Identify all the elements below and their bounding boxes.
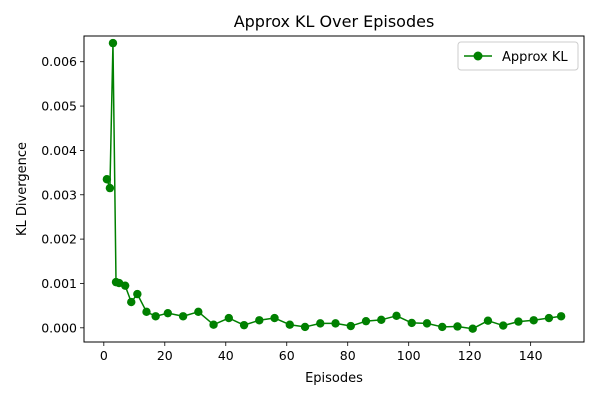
data-point	[285, 320, 294, 329]
legend-marker	[473, 51, 483, 61]
plot-frame	[83, 35, 585, 343]
data-point	[127, 297, 136, 307]
data-point	[163, 308, 173, 318]
chart-title: Approx KL Over Episodes	[234, 12, 435, 31]
data-point	[255, 316, 264, 325]
data-point	[483, 316, 493, 325]
y-tick-label: 0.005	[41, 99, 77, 114]
data-point	[105, 183, 115, 193]
x-tick-label: 100	[397, 348, 421, 363]
legend: Approx KL	[457, 41, 579, 71]
data-point	[392, 311, 401, 321]
data-point	[178, 312, 188, 321]
data-point	[529, 316, 538, 325]
legend-label: Approx KL	[502, 50, 568, 65]
data-point	[438, 322, 447, 332]
x-tick-label: 140	[519, 348, 543, 363]
data-point	[108, 38, 118, 48]
data-point	[377, 315, 386, 325]
data-point	[133, 289, 142, 299]
data-point	[361, 316, 371, 326]
data-point	[120, 281, 130, 290]
y-tick-label: 0.003	[41, 187, 77, 202]
y-tick-label: 0.001	[41, 276, 77, 291]
data-point	[422, 319, 432, 328]
data-point	[151, 312, 160, 321]
data-point	[209, 320, 218, 329]
data-point	[239, 320, 249, 330]
data-point	[346, 321, 355, 331]
data-point	[544, 313, 554, 323]
x-axis-ticks: 0 20 40 60 80 100 120 140	[100, 342, 543, 363]
series-layer	[102, 38, 566, 333]
y-axis-ticks: 0.000 0.001 0.002 0.003 0.004 0.005 0.006	[41, 54, 84, 335]
data-point	[270, 313, 279, 323]
data-point	[300, 322, 310, 332]
data-point	[499, 321, 508, 330]
data-point	[331, 319, 340, 328]
x-tick-label: 0	[100, 348, 108, 363]
y-tick-label: 0.002	[41, 232, 77, 247]
data-point	[224, 313, 234, 323]
y-tick-label: 0.006	[41, 54, 77, 69]
data-point	[468, 324, 477, 333]
data-point	[194, 307, 203, 317]
y-tick-label: 0.004	[41, 143, 77, 158]
data-point	[316, 319, 325, 328]
x-tick-label: 60	[279, 348, 295, 363]
y-tick-label: 0.000	[41, 320, 77, 335]
data-point	[514, 317, 523, 326]
x-tick-label: 80	[340, 348, 356, 363]
data-point	[453, 322, 462, 331]
legend-box	[457, 41, 579, 71]
x-tick-label: 20	[157, 348, 173, 363]
x-axis-title: Episodes	[305, 371, 363, 386]
data-point	[407, 318, 416, 328]
data-point	[142, 307, 151, 317]
x-tick-label: 40	[218, 348, 234, 363]
y-axis-title: KL Divergence	[15, 142, 30, 236]
data-point	[556, 312, 566, 321]
data-point	[102, 175, 112, 184]
x-tick-label: 120	[458, 348, 482, 363]
